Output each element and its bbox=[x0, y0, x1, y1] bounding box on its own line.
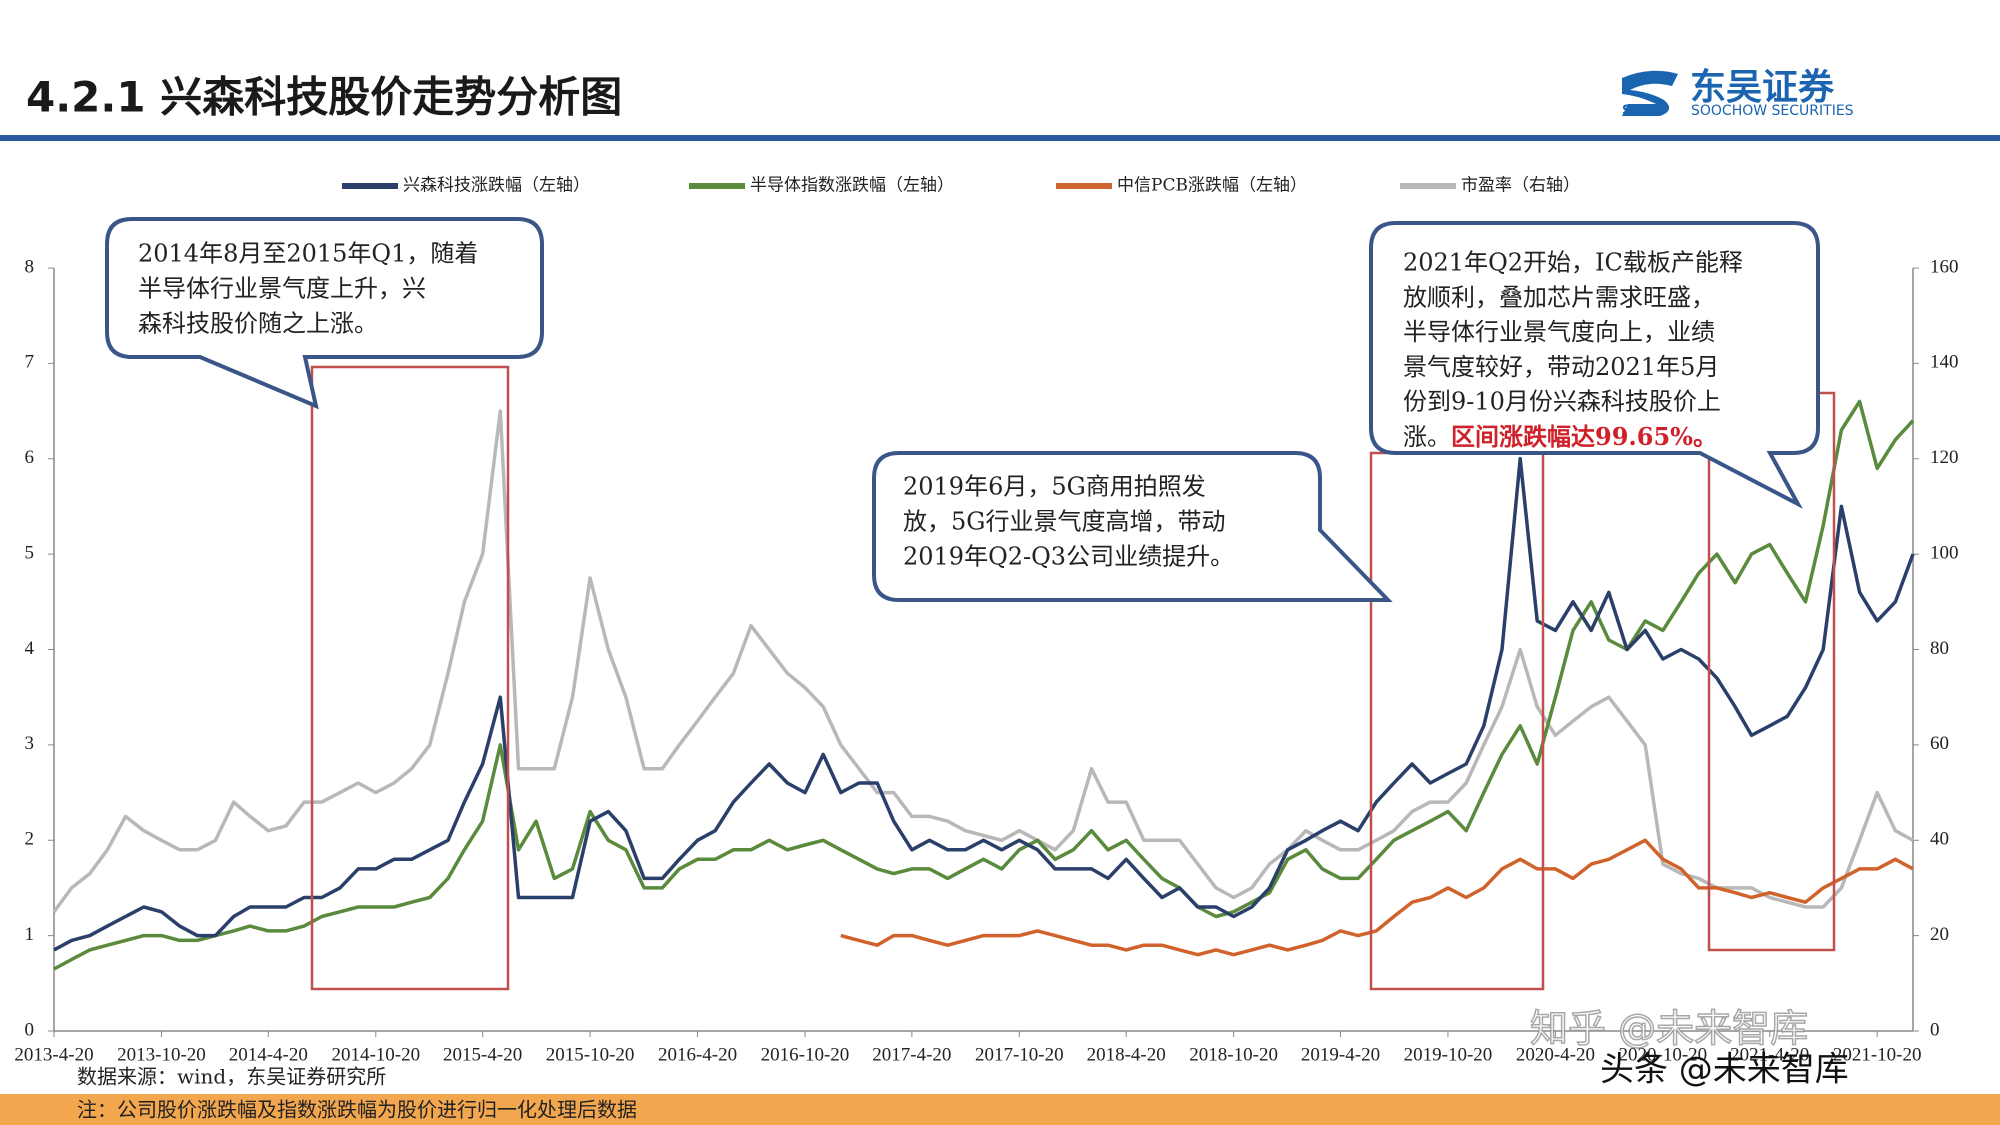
y2-tick-label: 120 bbox=[1930, 447, 1959, 468]
y-tick-label: 0 bbox=[25, 1019, 35, 1040]
y2-tick-label: 60 bbox=[1930, 733, 1949, 754]
x-tick-label: 2013-4-20 bbox=[14, 1044, 93, 1065]
y2-tick-label: 20 bbox=[1930, 924, 1949, 945]
x-tick-label: 2018-4-20 bbox=[1087, 1044, 1166, 1065]
callout-line: 2019年Q2-Q3公司业绩提升。 bbox=[903, 543, 1234, 571]
callout-highlight: 区间涨跌幅达99.65%。 bbox=[1451, 422, 1717, 451]
y2-tick-label: 80 bbox=[1930, 638, 1949, 659]
series-line bbox=[53, 399, 1915, 971]
note: 注：公司股价涨跌幅及指数涨跌幅为股价进行归一化处理后数据 bbox=[77, 1098, 637, 1122]
x-tick-label: 2016-4-20 bbox=[658, 1044, 737, 1065]
callout-line: 半导体行业景气度向上，业绩 bbox=[1403, 318, 1715, 346]
watermark: 头条 @未来智库 bbox=[1600, 1050, 1849, 1090]
legend-label: 中信PCB涨跌幅（左轴） bbox=[1117, 176, 1307, 196]
callout-line: 2021年Q2开始，IC载板产能释 bbox=[1403, 249, 1743, 277]
x-tick-label: 2020-10-20 bbox=[1619, 1044, 1708, 1065]
logo: 东吴证券 SOOCHOW SECURITIES SCS bbox=[1622, 67, 1854, 119]
x-tick-label: 2015-10-20 bbox=[546, 1044, 635, 1065]
callout-line: 森科技股价随之上涨。 bbox=[138, 310, 378, 338]
legend-label: 兴森科技涨跌幅（左轴） bbox=[403, 176, 590, 196]
x-tick-label: 2019-10-20 bbox=[1404, 1044, 1493, 1065]
x-tick-label: 2021-10-20 bbox=[1833, 1044, 1922, 1065]
x-tick-label: 2019-4-20 bbox=[1301, 1044, 1380, 1065]
callouts bbox=[105, 217, 1820, 602]
page-title: 4.2.1 兴森科技股价走势分析图 bbox=[26, 73, 622, 122]
x-tick-label: 2017-10-20 bbox=[975, 1044, 1064, 1065]
y-tick-label: 1 bbox=[25, 924, 35, 945]
x-tick-label: 2014-10-20 bbox=[331, 1044, 420, 1065]
y-tick-label: 3 bbox=[25, 733, 35, 754]
callout-texts: 2014年8月至2015年Q1，随着半导体行业景气度上升，兴森科技股价随之上涨。… bbox=[138, 240, 1743, 571]
callout-line: 放顺利，叠加芯片需求旺盛， bbox=[1403, 283, 1715, 311]
y2-tick-label: 40 bbox=[1930, 829, 1949, 850]
callout-box bbox=[1369, 221, 1820, 509]
watermark: 知乎 @未来智库 bbox=[1530, 1007, 1808, 1051]
callout-line: 2014年8月至2015年Q1，随着 bbox=[138, 240, 478, 268]
callout-line: 景气度较好，带动2021年5月 bbox=[1403, 353, 1719, 381]
callout-line: 份到9-10月份兴森科技股价上 bbox=[1403, 388, 1721, 416]
logo-english: SOOCHOW SECURITIES bbox=[1691, 103, 1854, 119]
callout-line: 半导体行业景气度上升，兴 bbox=[138, 275, 426, 303]
y-tick-label: 2 bbox=[25, 829, 35, 850]
callout-box bbox=[105, 217, 544, 410]
callout-line: 放，5G行业景气度高增，带动 bbox=[903, 508, 1225, 536]
logo-abbr: SCS bbox=[1622, 104, 1651, 119]
callout-box bbox=[872, 451, 1393, 602]
x-tick-label: 2015-4-20 bbox=[443, 1044, 522, 1065]
y-tick-label: 8 bbox=[25, 256, 35, 277]
x-tick-label: 2013-10-20 bbox=[117, 1044, 206, 1065]
title-rule bbox=[0, 135, 2000, 141]
y2-tick-label: 0 bbox=[1930, 1019, 1940, 1040]
x-tick-label: 2018-10-20 bbox=[1189, 1044, 1278, 1065]
highlight-box bbox=[310, 365, 510, 991]
legend-label: 市盈率（右轴） bbox=[1461, 176, 1580, 196]
x-tick-label: 2017-4-20 bbox=[872, 1044, 951, 1065]
callout-line: 2019年6月，5G商用拍照发 bbox=[903, 473, 1206, 501]
y2-tick-label: 100 bbox=[1930, 542, 1959, 563]
x-tick-label: 2014-4-20 bbox=[229, 1044, 308, 1065]
series-line bbox=[840, 838, 1914, 957]
y-tick-label: 4 bbox=[25, 638, 35, 659]
y-tick-label: 6 bbox=[25, 447, 35, 468]
y-tick-label: 5 bbox=[25, 542, 35, 563]
legend-label: 半导体指数涨跌幅（左轴） bbox=[750, 176, 954, 196]
note-band bbox=[0, 1094, 2000, 1125]
x-tick-label: 2020-4-20 bbox=[1516, 1044, 1595, 1065]
series-line bbox=[53, 457, 1915, 952]
y-tick-label: 7 bbox=[25, 352, 35, 373]
source: 数据来源：wind，东吴证券研究所 bbox=[77, 1065, 386, 1089]
callout-line: 涨。区间涨跌幅达99.65%。 bbox=[1403, 422, 1717, 451]
y2-tick-label: 160 bbox=[1930, 256, 1959, 277]
y2-tick-label: 140 bbox=[1930, 352, 1959, 373]
x-tick-label: 2016-10-20 bbox=[761, 1044, 850, 1065]
logo-icon bbox=[1622, 70, 1678, 116]
series-line bbox=[52, 409, 1914, 913]
callout-span: 涨。 bbox=[1403, 423, 1451, 451]
x-tick-label: 2021-4-20 bbox=[1730, 1044, 1809, 1065]
logo-name: 东吴证券 bbox=[1690, 67, 1835, 108]
